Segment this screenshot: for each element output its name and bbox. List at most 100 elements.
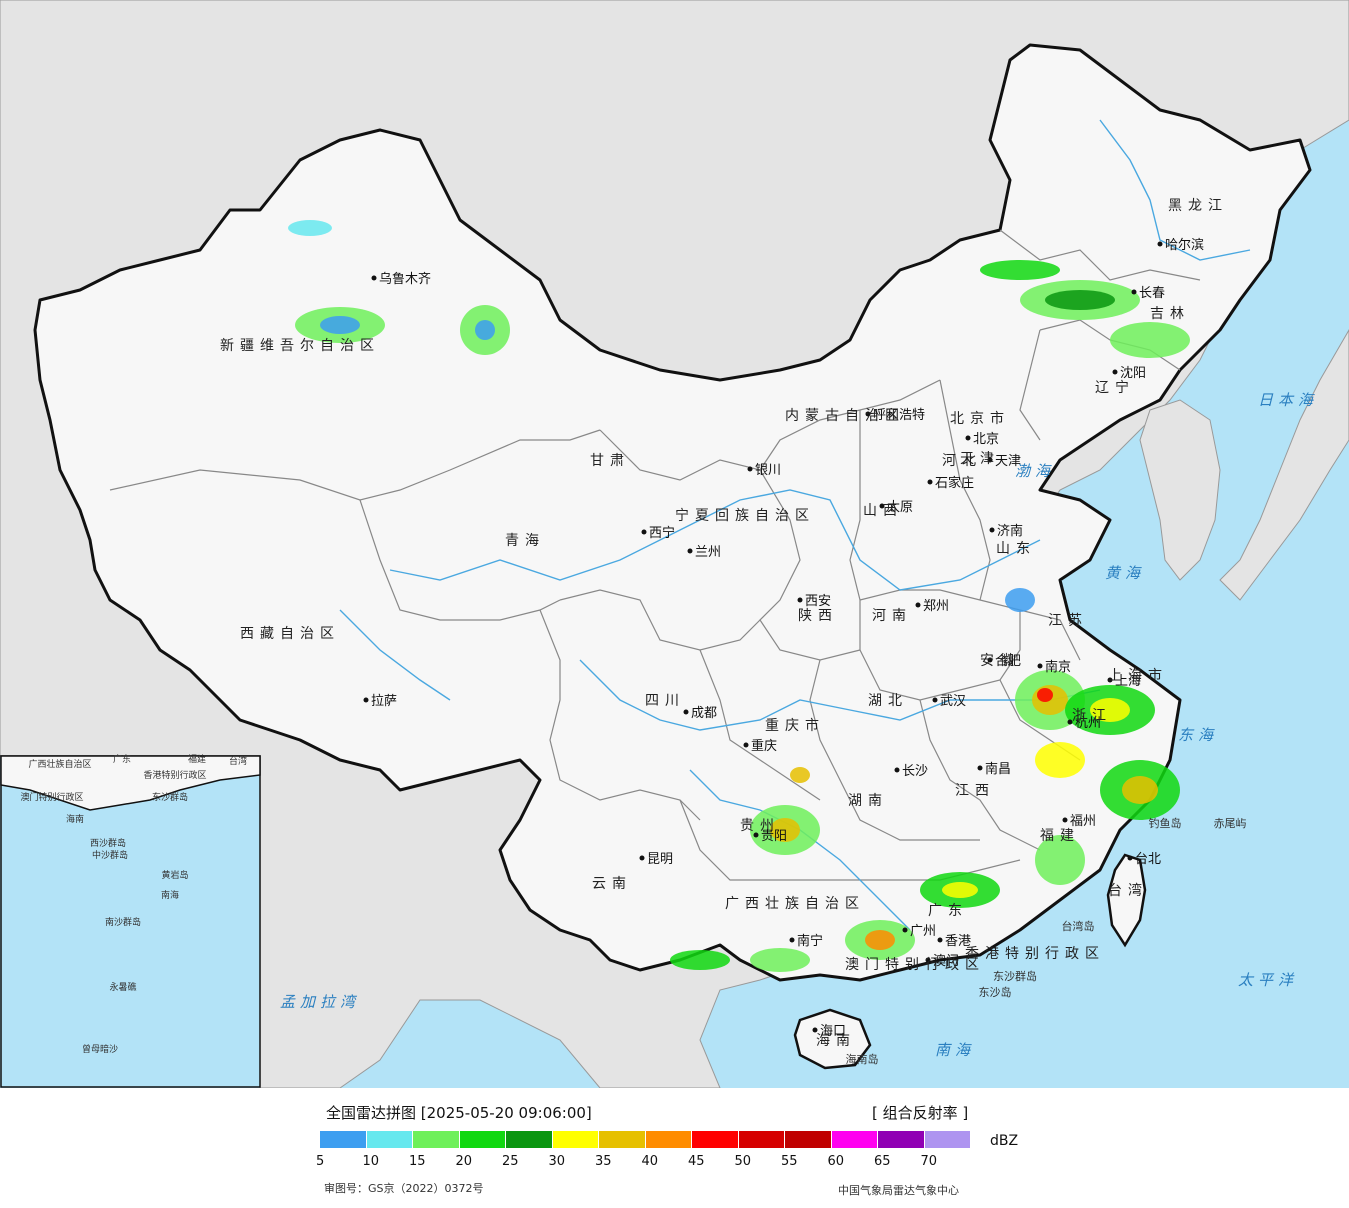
province-label: 甘肃 — [590, 453, 630, 469]
radar-echo — [770, 818, 800, 842]
city-dot — [747, 466, 753, 472]
city-dot — [915, 602, 921, 608]
city-label: 合肥 — [995, 654, 1021, 669]
color-swatch — [366, 1131, 412, 1148]
city-dot — [789, 937, 795, 943]
scale-tick-label: 5 — [316, 1154, 325, 1169]
province-label: 福建 — [1040, 828, 1080, 844]
province-label: 宁夏回族自治区 — [675, 507, 815, 524]
island-label: 台湾岛 — [1062, 919, 1095, 933]
inset-label: 黄岩岛 — [161, 869, 188, 881]
city-dot — [1107, 677, 1113, 683]
city-dot — [977, 765, 983, 771]
city-label: 广州 — [910, 924, 936, 939]
city-label: 呼和浩特 — [873, 408, 925, 423]
city-label: 海口 — [820, 1024, 846, 1039]
city-label: 石家庄 — [935, 475, 974, 491]
city-label: 南京 — [1045, 659, 1071, 675]
radar-echo — [1035, 835, 1085, 885]
city-dot — [925, 957, 931, 963]
city-label: 澳门 — [933, 953, 959, 969]
city-dot — [753, 832, 759, 838]
province-label: 四川 — [645, 693, 685, 709]
city-dot — [1062, 817, 1068, 823]
scale-tick-label: 55 — [781, 1154, 798, 1169]
radar-echo — [1037, 688, 1053, 702]
city-label: 福州 — [1070, 814, 1096, 829]
inset-label: 曾母暗沙 — [82, 1043, 118, 1055]
city-dot — [1067, 719, 1073, 725]
city-dot — [865, 411, 871, 417]
radar-echo — [980, 260, 1060, 280]
inset-label: 澳门特别行政区 — [20, 791, 83, 803]
province-label: 澳门特别行政区 — [845, 957, 985, 973]
color-swatch — [506, 1131, 552, 1148]
province-label: 安徽 — [980, 653, 1020, 669]
province-label: 内蒙古自治区 — [785, 408, 905, 424]
city-dot — [1037, 663, 1043, 669]
province-label: 河北 — [942, 453, 982, 469]
city-dot — [683, 709, 689, 715]
island-label: 赤尾屿 — [1214, 817, 1247, 830]
island-label: 海南岛 — [846, 1052, 879, 1066]
city-label: 杭州 — [1075, 716, 1101, 731]
inset-label: 海南 — [66, 813, 84, 825]
sea-label: 孟加拉湾 — [280, 993, 360, 1011]
source-credit: 中国气象局雷达气象中心 — [838, 1184, 959, 1197]
province-label: 上海市 — [1108, 667, 1168, 684]
island-label: 钓鱼岛 — [1149, 816, 1182, 830]
city-label: 太原 — [887, 500, 913, 515]
sea-label: 南海 — [935, 1041, 975, 1059]
inset-label: 南沙群岛 — [105, 916, 141, 928]
color-swatch — [878, 1131, 924, 1148]
scale-tick-label: 15 — [409, 1154, 426, 1169]
city-label: 南昌 — [985, 761, 1011, 777]
province-label: 湖南 — [848, 793, 888, 809]
scale-tick-label: 60 — [827, 1154, 845, 1169]
city-dot — [965, 435, 971, 441]
province-label: 天津 — [960, 451, 1000, 467]
hainan-island — [793, 1008, 872, 1070]
radar-map: 乌鲁木齐 哈尔滨 长春 沈阳 呼和浩特 北京 天津 石家庄 太原 济南 银川 西宁 兰州 西安 郑州 合肥 南京… — [0, 0, 1349, 1089]
province-label: 江西 — [955, 783, 995, 799]
city-dot — [1131, 289, 1137, 295]
city-label: 乌鲁木齐 — [379, 271, 431, 287]
province-label: 陕西 — [798, 608, 838, 624]
city-dot — [987, 657, 993, 663]
radar-echo — [320, 316, 360, 334]
province-borders — [109, 229, 1201, 881]
scale-tick-label: 45 — [688, 1154, 705, 1169]
city-label: 武汉 — [940, 694, 966, 709]
inset-label: 台湾 — [229, 755, 247, 767]
province-label: 新疆维吾尔自治区 — [220, 338, 380, 354]
province-label: 吉林 — [1150, 306, 1190, 322]
scale-tick-label: 25 — [502, 1154, 519, 1169]
city-label: 北京 — [973, 432, 999, 447]
city-dot — [902, 927, 908, 933]
inset-label: 西沙群岛 — [90, 837, 126, 849]
inset-label: 永暑礁 — [109, 981, 136, 993]
city-label: 济南 — [997, 523, 1023, 539]
province-label: 辽宁 — [1095, 379, 1135, 396]
color-swatch — [924, 1131, 970, 1148]
korea-land — [1139, 399, 1221, 581]
scale-tick-label: 35 — [595, 1154, 612, 1169]
legend-panel: 全国雷达拼图 [2025-05-20 09:06:00] [ 组合反射率 ] 5… — [0, 1088, 1349, 1208]
city-label: 昆明 — [647, 852, 673, 867]
sea-label: 渤海 — [1015, 462, 1055, 480]
city-dot — [932, 697, 938, 703]
province-label: 湖北 — [868, 693, 908, 709]
inset-land — [0, 755, 261, 811]
island-label: 东沙群岛 — [993, 969, 1037, 983]
province-label: 山东 — [996, 541, 1036, 557]
city-dot — [927, 479, 933, 485]
city-dot — [812, 1027, 818, 1033]
inset-label: 东沙群岛 — [152, 791, 188, 803]
city-dot — [937, 937, 943, 943]
color-swatch — [645, 1131, 691, 1148]
city-dot — [363, 697, 369, 703]
inset-label: 中沙群岛 — [92, 849, 128, 861]
